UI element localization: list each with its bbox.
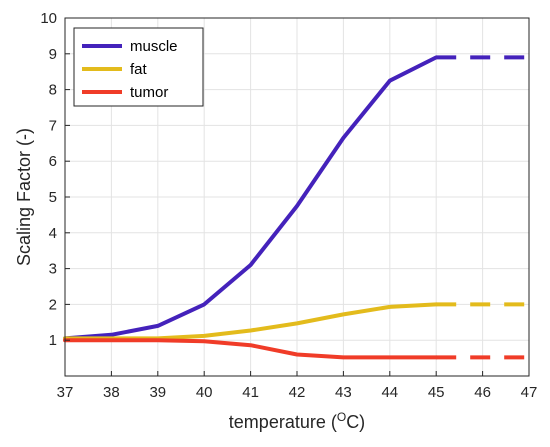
x-tick-label-42: 42 [289,384,306,401]
legend-label-muscle: muscle [130,38,178,55]
x-tick-label-46: 46 [474,384,491,401]
y-tick-label-6: 6 [49,153,57,170]
x-tick-label-38: 38 [103,384,120,401]
x-axis-label-suffix: C) [346,412,365,432]
y-tick-label-2: 2 [49,296,57,313]
x-tick-label-44: 44 [381,384,398,401]
x-axis-label: temperature (OC) [229,410,365,432]
x-axis-label-sup: O [337,410,346,424]
y-tick-label-4: 4 [49,225,57,242]
y-axis-label: Scaling Factor (-) [14,128,34,266]
series-line-tumor [63,338,439,360]
legend-label-fat: fat [130,61,148,78]
y-tick-label-3: 3 [49,261,57,278]
x-tick-label-45: 45 [428,384,445,401]
y-tick-label-10: 10 [40,10,57,27]
series-layer [63,55,529,360]
x-axis-label-prefix: temperature ( [229,412,337,432]
y-tick-label-1: 1 [49,332,57,349]
x-tick-label-37: 37 [57,384,74,401]
series-line-muscle [63,55,439,341]
y-tick-label-9: 9 [49,46,57,63]
x-tick-label-43: 43 [335,384,352,401]
x-tick-label-39: 39 [149,384,166,401]
x-tick-label-47: 47 [521,384,538,401]
x-tick-label-41: 41 [242,384,259,401]
y-tick-label-7: 7 [49,117,57,134]
ticks [64,17,530,376]
legend: muscle fat tumor [73,27,204,107]
x-tick-label-40: 40 [196,384,213,401]
y-tick-label-8: 8 [49,82,57,99]
legend-label-tumor: tumor [130,84,168,101]
y-tick-label-5: 5 [49,189,57,206]
